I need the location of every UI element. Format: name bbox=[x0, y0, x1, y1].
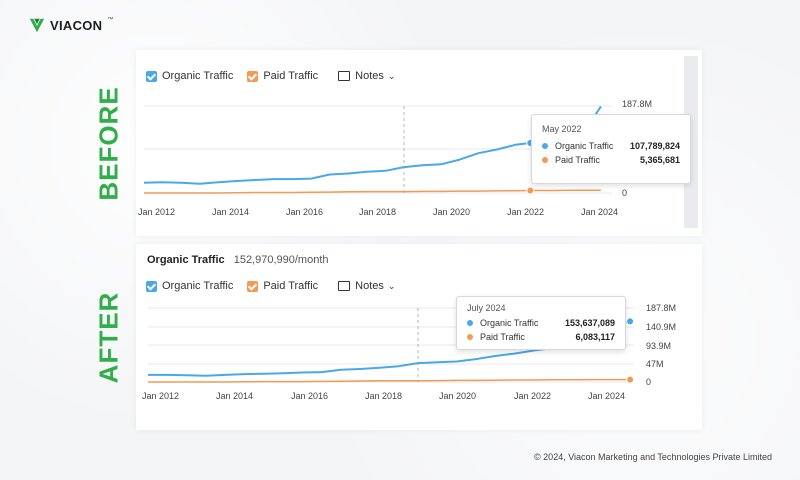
organic-dot-icon bbox=[467, 320, 473, 326]
legend-organic[interactable]: Organic Traffic bbox=[146, 70, 233, 82]
notes-dropdown[interactable]: Notes ⌄ bbox=[338, 280, 395, 292]
after-y-tick: 0 bbox=[646, 377, 652, 387]
before-label: BEFORE bbox=[86, 50, 132, 236]
before-legend: Organic Traffic Paid Traffic Notes ⌄ bbox=[146, 70, 409, 82]
legend-paid-label: Paid Traffic bbox=[263, 70, 319, 82]
after-x-tick: Jan 2016 bbox=[291, 391, 329, 401]
before-label-text: BEFORE bbox=[93, 85, 124, 201]
organic-traffic-title: Organic Traffic bbox=[147, 254, 225, 266]
notes-icon bbox=[338, 281, 351, 291]
tooltip-row-value: 153,637,089 bbox=[564, 318, 615, 328]
organic-checkbox-icon[interactable] bbox=[146, 280, 157, 292]
before-y-tick-max: 187.8M bbox=[622, 99, 653, 109]
legend-paid-label: Paid Traffic bbox=[263, 280, 319, 292]
organic-checkbox-icon[interactable] bbox=[146, 70, 157, 82]
paid-dot-icon bbox=[467, 334, 473, 340]
after-x-tick: Jan 2018 bbox=[365, 391, 403, 401]
tooltip-date: July 2024 bbox=[467, 303, 506, 313]
tooltip-date: May 2022 bbox=[542, 124, 582, 134]
after-y-tick: 187.8M bbox=[646, 303, 677, 313]
organic-highlight-marker bbox=[626, 317, 635, 326]
tooltip-row-value: 5,365,681 bbox=[639, 155, 680, 165]
before-x-tick: Jan 2022 bbox=[507, 207, 545, 217]
logo-trademark: ™ bbox=[107, 17, 114, 23]
legend-paid[interactable]: Paid Traffic bbox=[247, 70, 318, 82]
before-x-tick: Jan 2020 bbox=[433, 207, 471, 217]
legend-organic[interactable]: Organic Traffic bbox=[146, 280, 233, 292]
tooltip-row-paid: Paid Traffic 5,365,681 bbox=[532, 153, 690, 167]
notes-label: Notes bbox=[355, 280, 384, 292]
tooltip-row-name: Organic Traffic bbox=[480, 318, 539, 328]
tooltip-row-value: 107,789,824 bbox=[629, 141, 680, 151]
tooltip-row-paid: Paid Traffic 6,083,117 bbox=[457, 330, 625, 344]
after-label-text: AFTER bbox=[93, 291, 124, 383]
tooltip-row-organic: Organic Traffic 153,637,089 bbox=[457, 316, 625, 330]
tooltip-row-name: Paid Traffic bbox=[555, 155, 600, 165]
organic-traffic-header: Organic Traffic 152,970,990/month bbox=[147, 254, 329, 266]
logo-text: VIACON bbox=[50, 17, 103, 33]
copyright-footer: © 2024, Viacon Marketing and Technologie… bbox=[534, 452, 772, 462]
after-x-tick: Jan 2014 bbox=[216, 391, 254, 401]
after-legend: Organic Traffic Paid Traffic Notes ⌄ bbox=[146, 280, 409, 292]
tooltip-row-name: Paid Traffic bbox=[480, 332, 525, 342]
after-y-tick: 93.9M bbox=[646, 341, 672, 351]
after-y-tick: 47M bbox=[646, 359, 664, 369]
notes-dropdown[interactable]: Notes ⌄ bbox=[338, 70, 395, 82]
notes-label: Notes bbox=[355, 70, 384, 82]
before-x-tick: Jan 2012 bbox=[138, 207, 176, 217]
tooltip-row-value: 6,083,117 bbox=[575, 332, 615, 342]
after-y-tick: 140.9M bbox=[646, 322, 677, 332]
tooltip-row-name: Organic Traffic bbox=[555, 141, 614, 151]
after-x-tick: Jan 2012 bbox=[142, 391, 180, 401]
after-tooltip: July 2024 Organic Traffic 153,637,089 Pa… bbox=[456, 296, 626, 350]
organic-traffic-value: 152,970,990/month bbox=[233, 254, 329, 266]
paid-dot-icon bbox=[542, 157, 548, 163]
after-x-tick: Jan 2024 bbox=[588, 391, 626, 401]
before-tooltip: May 2022 Organic Traffic 107,789,824 Pai… bbox=[531, 114, 691, 184]
legend-paid[interactable]: Paid Traffic bbox=[247, 280, 318, 292]
before-y-tick-zero: 0 bbox=[622, 188, 628, 198]
paid-traffic-line bbox=[148, 378, 631, 383]
chart-scrollbar[interactable] bbox=[684, 56, 698, 228]
after-x-tick: Jan 2020 bbox=[439, 391, 477, 401]
after-chart-panel: Organic Traffic 152,970,990/month Organi… bbox=[136, 244, 702, 430]
before-x-tick: Jan 2014 bbox=[212, 207, 250, 217]
before-x-tick: Jan 2016 bbox=[286, 207, 324, 217]
legend-organic-label: Organic Traffic bbox=[162, 280, 234, 292]
organic-dot-icon bbox=[542, 143, 548, 149]
before-x-tick: Jan 2018 bbox=[359, 207, 397, 217]
after-label: AFTER bbox=[86, 244, 132, 430]
paid-highlight-marker bbox=[526, 186, 535, 195]
chevron-down-icon: ⌄ bbox=[387, 280, 396, 291]
notes-icon bbox=[338, 71, 351, 81]
tooltip-row-organic: Organic Traffic 107,789,824 bbox=[532, 139, 690, 153]
viacon-logo: VIACON ™ bbox=[28, 16, 113, 34]
viacon-logo-icon bbox=[29, 18, 45, 33]
paid-checkbox-icon[interactable] bbox=[247, 70, 259, 82]
chevron-down-icon: ⌄ bbox=[387, 70, 396, 81]
paid-checkbox-icon[interactable] bbox=[247, 280, 259, 292]
after-x-tick: Jan 2022 bbox=[514, 391, 552, 401]
before-chart-panel: Organic Traffic Paid Traffic Notes ⌄ 187… bbox=[136, 50, 702, 236]
legend-organic-label: Organic Traffic bbox=[162, 70, 234, 82]
paid-highlight-marker bbox=[626, 375, 635, 384]
before-x-tick: Jan 2024 bbox=[581, 207, 619, 217]
